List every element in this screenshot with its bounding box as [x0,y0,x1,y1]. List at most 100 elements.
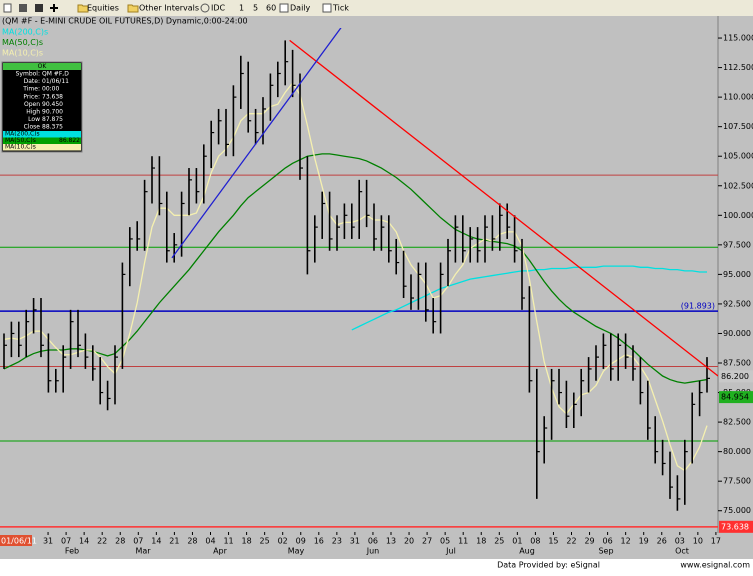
price-box-label: 73.638 [721,522,749,531]
legend-entry: MA(200,C)s [2,28,48,37]
toolbar-item[interactable]: 1 [239,4,244,13]
start-date-box [0,535,32,546]
month-label: Oct [675,547,689,556]
x-tick-label: 11 [223,537,233,546]
toolbar-item[interactable]: Tick [332,4,349,13]
price-box [719,370,753,383]
x-tick-label: 06 [603,537,613,546]
x-tick-label: 08 [530,537,540,546]
toolbar-item[interactable]: Other Intervals [139,4,199,13]
info-label: Open [24,101,40,108]
info-value: 90.450 [42,101,63,108]
line-label: (91.893) [681,302,715,311]
y-tick-label: 100.000 [723,211,753,220]
y-tick-label: 97.500 [723,240,751,249]
y-tick-label: 115.000 [723,34,753,43]
x-tick-label: 05 [440,537,450,546]
plot-area [0,28,718,528]
toolbar-item[interactable]: IDC [211,4,226,13]
x-tick-label: 22 [566,537,576,546]
info-value: 88.375 [42,124,63,131]
x-tick-label: 25 [260,537,270,546]
info-label: Price: [23,93,40,100]
toolbar-item[interactable]: Equities [87,4,119,13]
x-tick-label: 12 [621,537,631,546]
x-tick-label: 21 [169,537,179,546]
x-tick-label: 23 [332,537,342,546]
x-tick-label: 10 [693,537,703,546]
info-label: Date: [24,78,40,85]
info-label: High [26,109,40,116]
info-indicator-value: 86.822 [59,137,80,144]
month-label: Apr [213,547,228,556]
info-label: Low [28,116,40,123]
legend-entry: MA(10,C)s [2,49,43,58]
info-value: 00:00 [42,86,59,93]
price-box [719,520,753,533]
x-tick-label: 28 [187,537,197,546]
x-tick-label: 11 [458,537,468,546]
x-tick-label: 27 [422,537,432,546]
price-box-label: 86.200 [721,372,749,381]
info-indicator-name: MA(10,C)s [5,144,36,151]
y-tick-label: 95.000 [723,270,751,279]
moving-average-line [3,81,708,472]
y-tick-label: 92.500 [723,299,751,308]
x-tick-label: 13 [386,537,396,546]
chart-title: (QM #F - E-MINI CRUDE OIL FUTURES,D) Dyn… [2,17,248,26]
info-header-text: OK [38,63,48,70]
toolbar-item[interactable]: Daily [290,4,311,13]
x-tick-label: 25 [494,537,504,546]
price-box [719,391,753,404]
y-tick-label: 75.000 [723,506,751,515]
start-date-label: 01/06/11 [1,537,37,546]
month-label: Jun [366,547,380,556]
toolbar-item[interactable]: 5 [253,4,258,13]
y-tick-label: 102.500 [723,181,753,190]
month-label: Feb [65,547,79,556]
info-label: Time: [22,86,40,93]
legend-entry: MA(50,C)s [2,38,43,47]
y-tick-label: 77.500 [723,477,751,486]
trendline [171,28,342,259]
toolbar-item[interactable]: 60 [266,4,276,13]
y-tick-label: 82.500 [723,418,751,427]
x-tick-label: 20 [404,537,414,546]
x-tick-label: 28 [115,537,125,546]
footer [0,559,753,572]
x-tick-label: 06 [368,537,378,546]
y-tick-label: 110.000 [723,93,753,102]
info-indicator-row [3,137,81,144]
x-tick-label: 07 [61,537,71,546]
info-label: Symbol: [16,71,40,78]
info-value: 01/06/11 [42,78,69,85]
x-tick-label: 14 [79,537,89,546]
x-tick-label: 04 [205,537,215,546]
y-tick-label: 80.000 [723,447,751,456]
x-tick-label: 31 [43,537,53,546]
x-tick-label: 19 [639,537,649,546]
month-label: May [288,547,305,556]
y-tick-label: 87.500 [723,359,751,368]
y-tick-label: 90.000 [723,329,751,338]
footer-url: www.esignal.com [680,561,750,570]
month-label: Mar [135,547,151,556]
toolbar [0,0,753,16]
x-tick-label: 17 [711,537,721,546]
price-box-label: 84.954 [721,393,749,402]
info-value: 73.638 [42,93,63,100]
trendline [289,39,718,377]
info-label: Close [24,124,41,131]
x-tick-label: 01 [512,537,522,546]
x-tick-label: 14 [151,537,161,546]
info-value: QM #F,D [42,71,69,78]
x-tick-label: 07 [133,537,143,546]
x-tick-label: 03 [675,537,685,546]
x-tick-label: 29 [584,537,594,546]
x-tick-label: 16 [314,537,324,546]
month-label: Sep [598,547,613,556]
info-indicator-name: MA(50,C)s [5,137,36,144]
toolbar-icons [3,3,332,13]
info-header [3,63,81,70]
